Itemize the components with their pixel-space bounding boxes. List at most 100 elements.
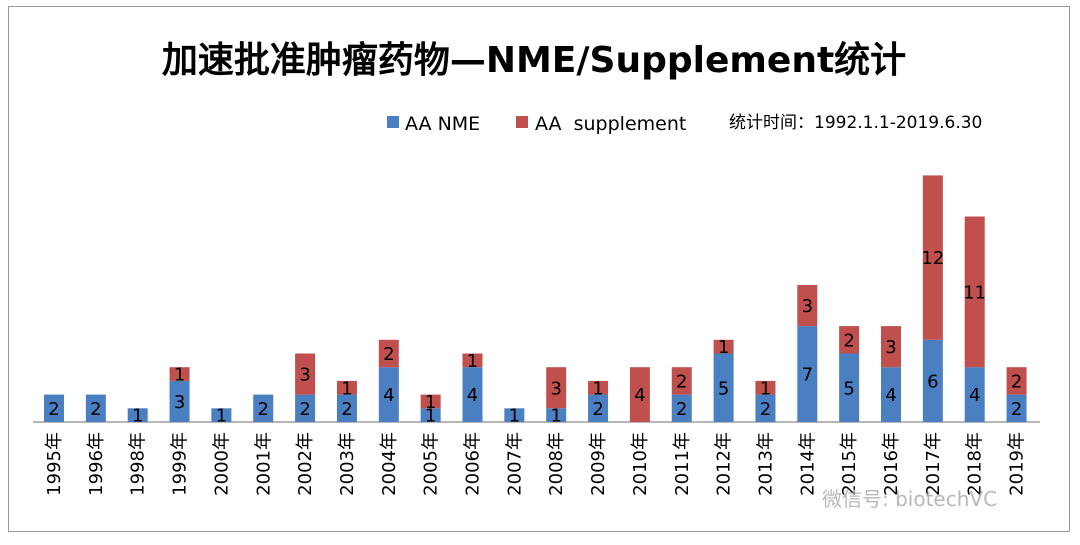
x-tick-2015年: 2015年 [839,432,860,496]
label-nme-2014年: 7 [802,365,813,386]
label-nme-1996年: 2 [90,399,101,420]
label-supplement-2011年: 2 [676,371,687,392]
bar-supplement-2005年 [420,394,441,409]
x-tick-2012年: 2012年 [714,432,735,496]
bar-nme-2016年 [881,367,901,422]
x-tick-2002年: 2002年 [295,432,316,496]
label-supplement-2008年: 3 [550,378,561,399]
watermark: 微信号: biotechVC [822,487,997,511]
x-tick-2014年: 2014年 [797,432,818,496]
label-supplement-2009年: 1 [592,378,603,399]
label-nme-2001年: 2 [258,399,269,420]
bar-supplement-2015年 [839,326,860,354]
bar-supplement-2004年 [378,339,399,368]
label-nme-1995年: 2 [48,399,59,420]
x-tick-labels-group: 1995年 1996年 1998年 1999年 2000年 2001年 2002年 2003年… [44,432,1028,496]
bar-nme-1999年 [169,380,190,422]
legend-label-aa-supplement: AA supplement [535,113,686,135]
x-tick-2003年: 2003年 [337,432,358,496]
label-nme-2009年: 2 [592,399,603,420]
bar-nme-2006年 [462,367,483,422]
label-nme-1999年: 3 [174,392,185,413]
label-supplement-1999年: 1 [174,365,185,386]
x-tick-2000年: 2000年 [211,432,232,496]
bar-supplement-2009年 [588,380,609,395]
x-tick-1999年: 1999年 [170,432,191,496]
chart-title: 加速批准肿瘤药物—NME/Supplement统计 [162,40,906,81]
x-tick-2010年: 2010年 [630,432,651,496]
label-supplement-2018年: 11 [963,282,986,303]
label-nme-1998年: 1 [132,406,143,427]
legend-swatch-aa-supplement [516,116,528,128]
label-nme-2007年: 1 [509,406,520,427]
x-tick-1995年: 1995年 [44,432,65,496]
x-tick-2006年: 2006年 [463,432,484,496]
bar-nme-2017年 [922,339,943,422]
bar-supplement-1999年 [169,367,190,381]
label-nme-2011年: 2 [676,399,687,420]
legend-label-aa-nme: AA NME [405,113,480,135]
label-nme-2013年: 2 [760,399,771,420]
label-supplement-2006年: 1 [467,351,478,372]
bar-supplement-2018年 [964,216,985,368]
bar-supplement-2019年 [1006,367,1027,395]
x-tick-1998年: 1998年 [128,432,149,496]
bar-supplement-2008年 [546,367,567,409]
bar-nme-2011年 [671,394,692,422]
x-tick-2013年: 2013年 [755,432,776,496]
bar-nme-2002年 [295,394,316,422]
bar-supplement-2003年 [336,380,357,395]
x-tick-1996年: 1996年 [86,432,107,496]
x-tick-2018年: 2018年 [965,432,986,496]
stats-period-note: 统计时间：1992.1.1-2019.6.30 [729,113,982,133]
bar-nme-2001年 [253,394,274,422]
bar-nme-1995年 [44,394,64,422]
bar-nme-2004年 [378,367,399,422]
bar-nme-2005年 [420,408,441,422]
x-tick-2007年: 2007年 [504,432,525,496]
x-tick-2004年: 2004年 [379,432,400,496]
bar-nme-2014年 [797,326,818,422]
label-nme-2015年: 5 [843,378,854,399]
bar-nme-2012年 [713,353,734,422]
label-supplement-2015年: 2 [843,330,854,351]
x-tick-2017年: 2017年 [923,432,944,496]
x-tick-2019年: 2019年 [1007,432,1028,496]
bar-nme-2000年 [211,408,232,422]
label-nme-2008年: 1 [550,406,561,427]
label-supplement-2013年: 1 [760,378,771,399]
x-tick-2009年: 2009年 [588,432,609,496]
bar-nme-1996年 [85,394,106,422]
label-nme-2012年: 5 [718,378,729,399]
bar-supplement-2016年 [881,326,901,368]
label-nme-2019年: 2 [1011,399,1022,420]
label-nme-2000年: 1 [216,406,227,427]
bar-supplement-2011年 [671,367,692,395]
bar-supplement-2006年 [462,353,483,368]
bar-supplement-2012年 [713,339,734,354]
bar-supplement-2017年 [922,175,943,340]
chart-frame [8,6,1070,532]
bar-nme-2009年 [588,394,609,422]
bar-supplement-2010年 [629,367,650,422]
bar-nme-1998年 [127,408,148,422]
x-tick-2005年: 2005年 [421,432,442,496]
x-tick-2011年: 2011年 [672,432,693,496]
x-tick-2016年: 2016年 [881,432,902,496]
bar-supplement-2014年 [797,285,818,327]
label-supplement-2014年: 3 [802,296,813,317]
label-nme-2002年: 2 [299,399,310,420]
label-nme-2005年: 1 [425,406,436,427]
bar-supplement-2013年 [755,380,776,395]
label-supplement-2017年: 12 [921,248,944,269]
x-tick-2008年: 2008年 [546,432,567,496]
bar-nme-2018年 [964,367,985,422]
bar-nme-2019年 [1006,394,1027,422]
bar-nme-2008年 [546,408,567,422]
legend: AA NME AA supplement [387,113,686,135]
bar-nme-2003年 [336,394,357,422]
bar-nme-2015年 [839,353,860,422]
label-nme-2003年: 2 [341,399,352,420]
